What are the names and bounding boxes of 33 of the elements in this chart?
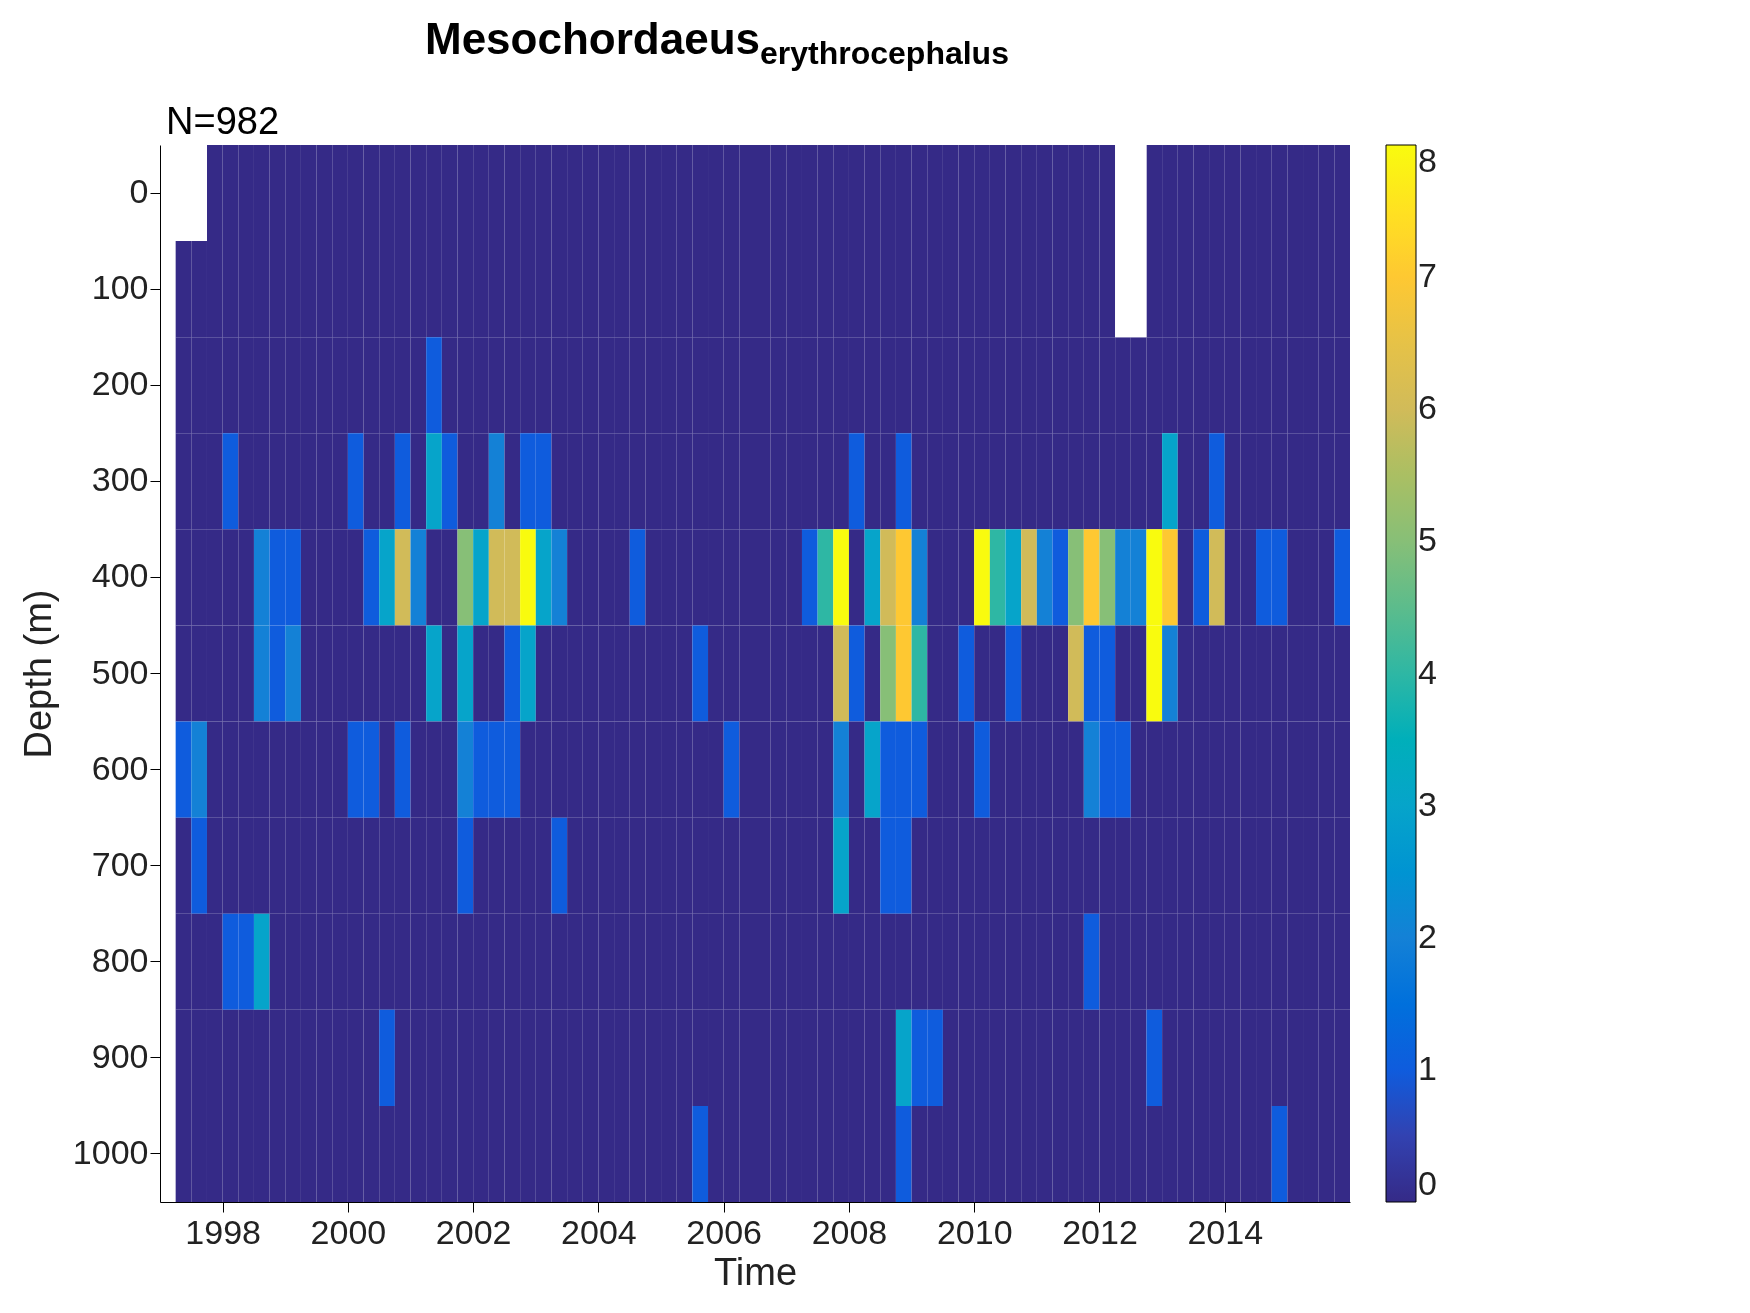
- y-axis-title: Depth (m): [16, 589, 59, 759]
- y-tick-label: 300: [91, 460, 149, 499]
- y-tick-label: 800: [91, 940, 149, 979]
- x-axis-title: Time: [713, 1250, 798, 1293]
- x-tick-label: 2000: [310, 1212, 387, 1251]
- y-tick-label: 700: [91, 844, 149, 883]
- text: N=982: [166, 100, 280, 142]
- x-tick-label: 1998: [185, 1212, 261, 1251]
- x-tick-label: 2008: [811, 1212, 888, 1251]
- color-bar-label: 2: [1418, 916, 1437, 955]
- x-tick-label: 2006: [686, 1212, 762, 1251]
- color-bar-label: 0: [1418, 1164, 1437, 1202]
- color-bar-label: 4: [1418, 652, 1437, 691]
- color-bar-label: 7: [1418, 256, 1437, 295]
- x-tick-label: 2010: [936, 1212, 1013, 1251]
- y-tick-label: 1000: [72, 1132, 149, 1171]
- color-bar-label: 6: [1418, 388, 1437, 427]
- y-tick-label: 900: [91, 1036, 149, 1075]
- color-bar-label: 5: [1418, 520, 1437, 559]
- y-tick-label: 400: [91, 556, 149, 595]
- color-bar-label: 1: [1418, 1048, 1437, 1087]
- chart-title: Mesochordaeus$_{erythrocephalus}$: [425, 14, 1009, 72]
- color-bar-label: 8: [1418, 141, 1437, 179]
- y-tick-label: 600: [91, 748, 149, 787]
- x-tick-label: 2012: [1062, 1212, 1138, 1251]
- y-tick-label: 0: [129, 172, 149, 211]
- x-tick-label: 2002: [435, 1212, 512, 1251]
- y-tick-label: 200: [91, 364, 149, 403]
- y-tick-label: 500: [91, 652, 149, 691]
- x-tick-label: 2004: [561, 1212, 637, 1251]
- color-bar-label: 3: [1418, 784, 1437, 823]
- x-tick-label: 2014: [1187, 1212, 1264, 1251]
- y-tick-label: 100: [91, 268, 149, 307]
